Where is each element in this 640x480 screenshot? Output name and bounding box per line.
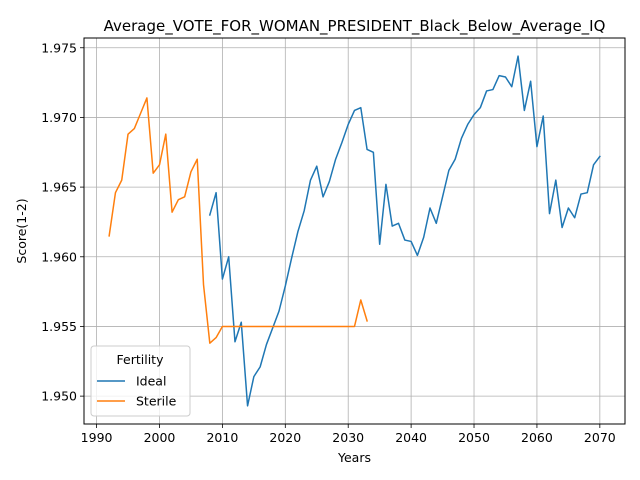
- legend-title: Fertility: [117, 352, 165, 367]
- y-tick-label: 1.960: [41, 249, 77, 264]
- legend-label-sterile: Sterile: [136, 394, 177, 409]
- x-tick-label: 2040: [395, 430, 427, 445]
- x-axis: 1990 2000 2010 2020 2030 2040 2050 2060 2070: [81, 424, 616, 445]
- x-tick-label: 2020: [269, 430, 301, 445]
- legend-items: Ideal Sterile: [97, 374, 177, 409]
- y-tick-label: 1.970: [41, 110, 77, 125]
- series-layer: [108, 55, 601, 407]
- x-tick-label: 2010: [206, 430, 238, 445]
- x-tick-label: 1990: [81, 430, 113, 445]
- legend-label-ideal: Ideal: [136, 374, 166, 389]
- x-tick-label: 2000: [144, 430, 176, 445]
- legend-box: [90, 345, 191, 417]
- chart-title: Average_VOTE_FOR_WOMAN_PRESIDENT_Black_B…: [104, 17, 606, 36]
- y-axis-title: Score(1-2): [14, 198, 29, 263]
- legend: Fertility Ideal Sterile: [90, 345, 191, 417]
- y-tick-label: 1.955: [41, 319, 77, 334]
- y-tick-label: 1.965: [41, 180, 77, 195]
- plot-frame: [83, 37, 626, 425]
- x-tick-label: 2030: [332, 430, 364, 445]
- x-tick-label: 2050: [458, 430, 490, 445]
- x-tick-label: 2060: [521, 430, 553, 445]
- x-tick-label: 2070: [584, 430, 616, 445]
- x-axis-title: Years: [337, 450, 371, 465]
- series-line-sterile: [108, 97, 369, 344]
- y-tick-label: 1.950: [41, 389, 77, 404]
- series-line-ideal: [208, 55, 601, 407]
- y-tick-label: 1.975: [41, 40, 77, 55]
- y-axis: 1.950 1.955 1.960 1.965 1.970 1.975: [41, 40, 84, 404]
